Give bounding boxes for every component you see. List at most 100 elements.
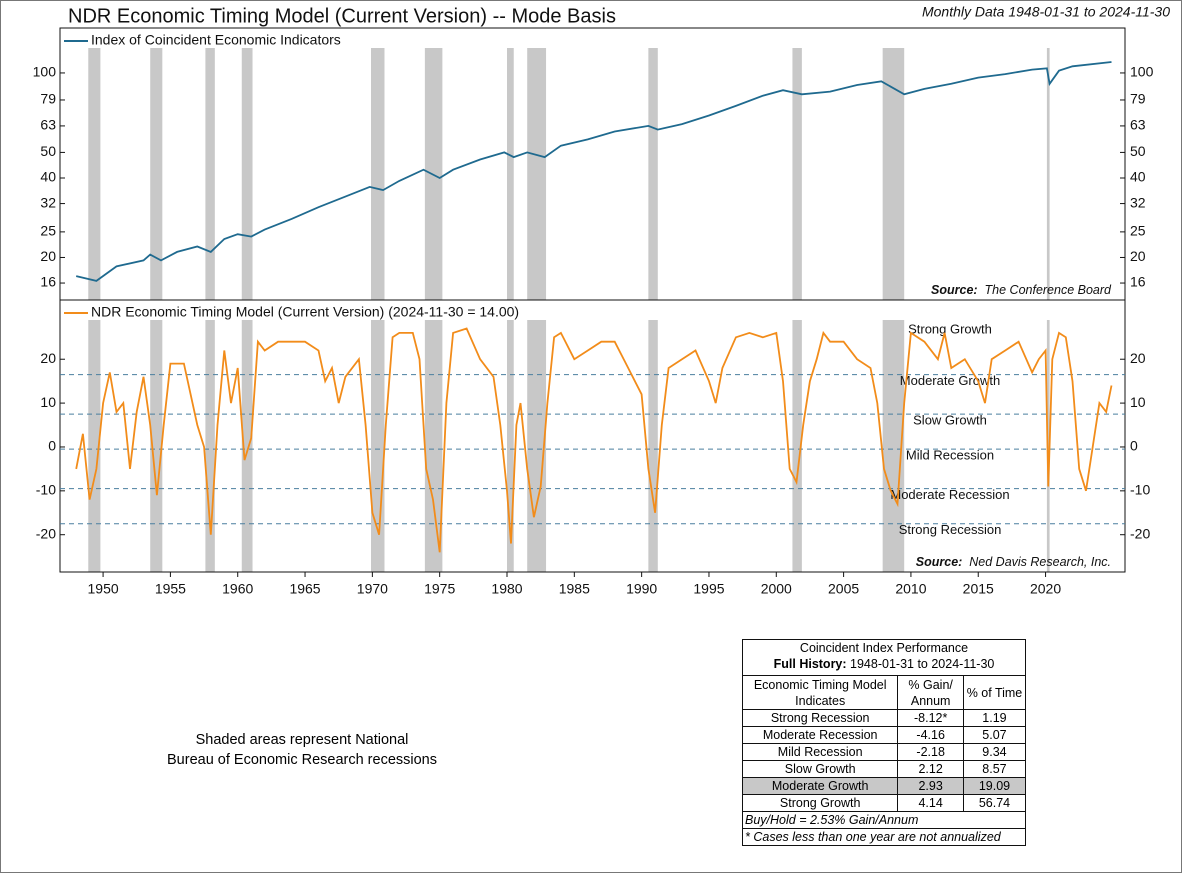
table-row: Slow Growth 2.12 8.57 [741, 760, 1027, 778]
y-tick-label: 25 [40, 223, 56, 239]
recession-band [371, 48, 385, 300]
recession-band [882, 48, 905, 300]
legend-label: NDR Economic Timing Model (Current Versi… [91, 304, 519, 320]
table-cell: 19.09 [962, 777, 1027, 795]
y-tick-label: 40 [40, 169, 56, 185]
table-cell: 9.34 [962, 743, 1027, 761]
recession-band [792, 48, 802, 300]
recession-band [205, 48, 215, 300]
source: Source: Ned Davis Research, Inc. [916, 555, 1111, 569]
table-cell: Strong Recession [741, 709, 899, 727]
table-cell: 56.74 [962, 794, 1027, 812]
y-tick-label: 79 [1130, 91, 1146, 107]
source-label: Source: [916, 555, 963, 569]
recession-band [1046, 48, 1050, 300]
y-tick-label: -20 [36, 525, 56, 541]
y-tick-label: 0 [48, 438, 56, 454]
y-tick-label: 63 [40, 117, 56, 133]
x-tick-label: 1990 [626, 581, 657, 597]
performance-table: Coincident Index Performance Full Histor… [741, 639, 1027, 846]
history-range: 1948-01-31 to 2024-11-30 [850, 657, 995, 671]
y-tick-label: 50 [40, 143, 56, 159]
recession-band [648, 320, 658, 572]
recession-band [241, 48, 253, 300]
x-tick-label: 2020 [1030, 581, 1061, 597]
zone-label: Moderate Recession [890, 487, 1009, 502]
y-tick-label: 25 [1130, 223, 1146, 239]
table-row: Strong Growth 4.14 56.74 [741, 794, 1027, 812]
y-tick-label: 16 [1130, 274, 1146, 290]
x-tick-label: 1950 [88, 581, 119, 597]
note: Shaded areas represent National Bureau of… [102, 730, 502, 770]
table-cell: Strong Growth [741, 794, 899, 812]
recession-band [882, 320, 905, 572]
zone-label: Moderate Growth [900, 373, 1000, 388]
source-text: The Conference Board [985, 283, 1113, 297]
y-tick-label: 100 [33, 64, 57, 80]
x-tick-label: 1970 [357, 581, 388, 597]
y-tick-label: 79 [40, 91, 56, 107]
x-tick-label: 1955 [155, 581, 186, 597]
x-tick-label: 2010 [895, 581, 926, 597]
x-tick-label: 2000 [761, 581, 792, 597]
recession-band [792, 320, 802, 572]
table-cell: 4.14 [897, 794, 964, 812]
panel [59, 299, 1126, 573]
source: Source: The Conference Board [931, 283, 1112, 297]
table-cell: 5.07 [962, 726, 1027, 744]
panel [59, 27, 1126, 301]
table-row: Moderate Growth 2.93 19.09 [741, 777, 1027, 795]
table-cell: -4.16 [897, 726, 964, 744]
footnote: Buy/Hold = 2.53% Gain/Annum [742, 811, 1026, 829]
y-tick-label: -10 [36, 482, 56, 498]
table-history: Full History: 1948-01-31 to 2024-11-30 [742, 656, 1026, 676]
table-row: Mild Recession -2.18 9.34 [741, 743, 1027, 761]
y-tick-label: 32 [1130, 194, 1146, 210]
y-tick-label: 100 [1130, 64, 1154, 80]
y-tick-label: 10 [40, 394, 56, 410]
legend-label: Index of Coincident Economic Indicators [91, 32, 341, 48]
note-line: Bureau of Economic Research recessions [167, 752, 437, 768]
y-tick-label: 20 [1130, 248, 1146, 264]
table-cell: 1.19 [962, 709, 1027, 727]
recession-band [507, 320, 514, 572]
y-tick-label: 20 [40, 248, 56, 264]
chart-title: NDR Economic Timing Model (Current Versi… [68, 5, 616, 27]
recession-band [88, 320, 101, 572]
x-tick-label: 2015 [963, 581, 994, 597]
x-tick-label: 1985 [559, 581, 590, 597]
column-header: % of Time [962, 675, 1027, 710]
recession-band [150, 48, 163, 300]
table-row: Strong Recession -8.12* 1.19 [741, 709, 1027, 727]
history-label: Full History: [773, 657, 847, 671]
recession-band [241, 320, 253, 572]
y-tick-label: -20 [1130, 525, 1150, 541]
series-line [75, 327, 1113, 553]
y-tick-label: 32 [40, 194, 56, 210]
recession-band [648, 48, 658, 300]
x-tick-label: 1960 [222, 581, 253, 597]
recession-band [527, 48, 547, 300]
y-tick-label: 50 [1130, 143, 1146, 159]
table-cell: 2.12 [897, 760, 964, 778]
x-tick-label: 2005 [828, 581, 859, 597]
recession-band [205, 320, 215, 572]
recession-band [507, 48, 514, 300]
table-title: Coincident Index Performance [742, 639, 1026, 656]
column-header: % Gain/ Annum [897, 675, 964, 710]
column-header: Economic Timing Model Indicates [741, 675, 899, 710]
table-cell: Slow Growth [741, 760, 899, 778]
recession-band [371, 320, 385, 572]
note-line: Shaded areas represent National [195, 732, 409, 748]
y-tick-label: 40 [1130, 169, 1146, 185]
y-tick-label: 20 [40, 350, 56, 366]
table-cell: Mild Recession [741, 743, 899, 761]
zone-label: Mild Recession [906, 448, 994, 463]
subtitle: Monthly Data 1948-01-31 to 2024-11-30 [922, 4, 1170, 20]
y-tick-label: 63 [1130, 117, 1146, 133]
table-cell: Moderate Recession [741, 726, 899, 744]
source-text: Ned Davis Research, Inc. [969, 555, 1111, 569]
table-cell: Moderate Growth [741, 777, 899, 795]
